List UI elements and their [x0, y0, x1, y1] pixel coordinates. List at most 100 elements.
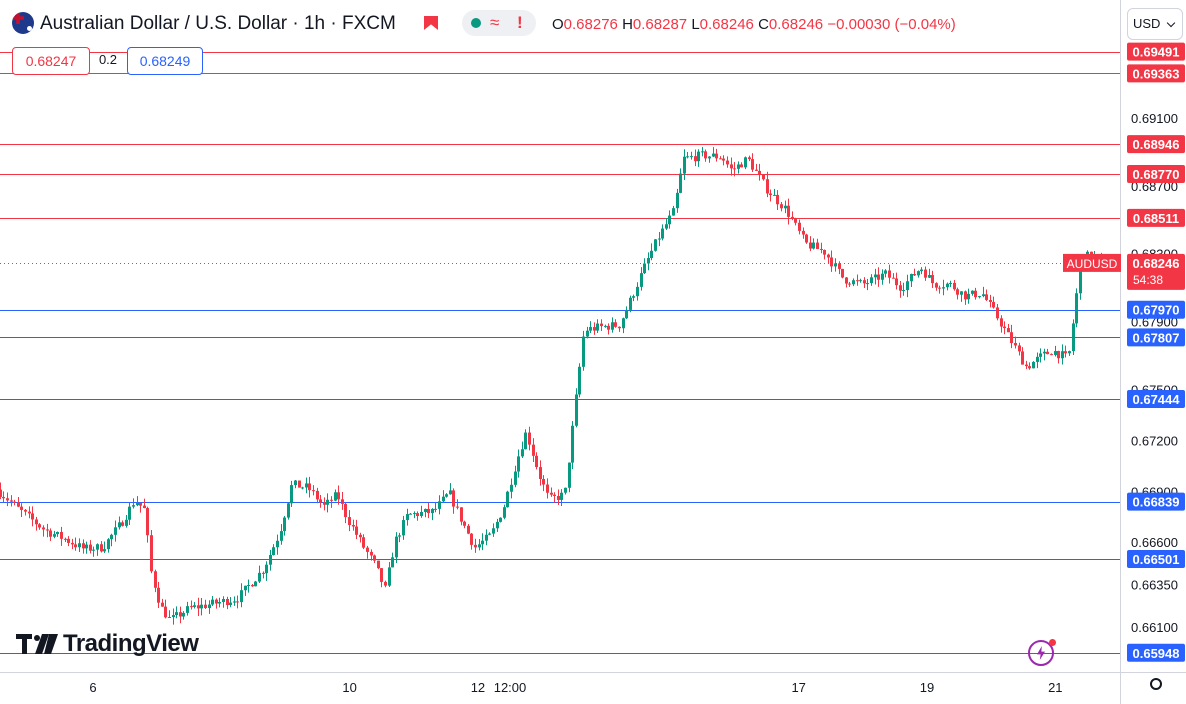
candle — [758, 163, 761, 181]
candle — [812, 238, 815, 250]
candle — [1025, 360, 1028, 370]
level-badge[interactable]: 0.68770 — [1127, 164, 1185, 183]
candle — [686, 151, 689, 159]
candle-body — [442, 496, 445, 502]
candle — [262, 571, 265, 579]
candle — [56, 531, 59, 537]
candle — [1000, 315, 1003, 333]
level-badge[interactable]: 0.67807 — [1127, 328, 1185, 347]
candle — [895, 272, 898, 290]
candle — [830, 250, 833, 272]
candle-body — [640, 273, 643, 287]
currency-select[interactable]: USD — [1127, 8, 1183, 40]
candle — [920, 267, 923, 275]
candle — [442, 490, 445, 503]
chart-header: Australian Dollar / U.S. Dollar · 1h · F… — [0, 0, 1120, 46]
ohlc-readout: O0.68276 H0.68287 L0.68246 C0.68246 −0.0… — [552, 16, 956, 33]
candle — [712, 147, 715, 158]
candle-body — [524, 432, 527, 450]
candle-body — [1007, 328, 1010, 333]
level-badge[interactable]: 0.67970 — [1127, 300, 1185, 319]
candle-body — [56, 531, 59, 535]
level-badge[interactable]: 0.67444 — [1127, 389, 1185, 408]
candle — [157, 581, 160, 609]
market-status-pill[interactable]: ≈ ! — [462, 10, 536, 36]
candle — [643, 258, 646, 275]
level-badge[interactable]: 0.65948 — [1127, 643, 1185, 662]
level-badge-bg — [1127, 643, 1185, 662]
level-badge-bg — [1127, 549, 1185, 568]
candle — [751, 153, 754, 173]
level-badge[interactable]: 0.68511 — [1127, 208, 1185, 227]
candle — [550, 487, 553, 497]
candle-body — [402, 520, 405, 536]
candle — [902, 282, 905, 296]
candle-body — [708, 156, 711, 159]
candle — [532, 438, 535, 463]
level-badge[interactable]: 0.69491 — [1127, 42, 1185, 61]
candle — [866, 278, 869, 291]
candle-body — [42, 527, 45, 530]
candle-body — [773, 194, 776, 196]
flash-icon[interactable] — [1028, 640, 1054, 666]
level-badge[interactable]: 0.66839 — [1127, 492, 1185, 511]
candle-body — [546, 484, 549, 493]
candle-body — [618, 326, 621, 329]
candle — [924, 266, 927, 281]
candle — [971, 290, 974, 296]
sell-price-button[interactable]: 0.68247 — [12, 47, 90, 75]
candle-body — [766, 179, 769, 194]
level-badge-label: 0.68770 — [1133, 167, 1180, 182]
candle-body — [100, 544, 103, 552]
candle — [240, 583, 243, 608]
high-value: 0.68287 — [632, 16, 688, 33]
candle — [1007, 323, 1010, 333]
settings-gear-icon[interactable] — [1150, 678, 1162, 690]
candle-body — [935, 283, 938, 288]
candle — [481, 533, 484, 551]
candle — [6, 492, 9, 507]
candle-body — [920, 269, 923, 272]
candle-body — [118, 522, 121, 528]
time-axis[interactable]: 6 10 12 12:00 17 19 21 — [89, 680, 1062, 695]
candle — [913, 268, 916, 277]
candle-body — [132, 505, 135, 507]
candle-body — [121, 522, 124, 526]
candle — [956, 287, 959, 300]
candle — [740, 162, 743, 168]
candle — [931, 270, 934, 289]
candle — [380, 567, 383, 588]
candle — [179, 606, 182, 624]
candle-body — [787, 205, 790, 217]
candle — [222, 596, 225, 608]
candle — [330, 496, 333, 508]
price-tick-label: 0.67200 — [1131, 433, 1178, 448]
candle — [953, 279, 956, 291]
candle-body — [355, 526, 358, 535]
candle-body — [881, 273, 884, 280]
candle-body — [294, 480, 297, 486]
candle-body — [712, 153, 715, 157]
candle — [647, 252, 650, 271]
candle-body — [143, 505, 146, 509]
candle-body — [164, 606, 167, 618]
symbol-title[interactable]: Australian Dollar / U.S. Dollar · 1h · F… — [40, 13, 396, 34]
buy-price-button[interactable]: 0.68249 — [127, 47, 203, 75]
level-badge[interactable]: 0.69363 — [1127, 64, 1185, 83]
alert-bell-icon[interactable] — [424, 16, 438, 30]
candle-body — [384, 581, 387, 586]
candle — [413, 511, 416, 519]
candle-body — [283, 517, 286, 532]
candle — [251, 584, 254, 587]
candle-body — [460, 507, 463, 522]
candle — [654, 239, 657, 252]
candle-body — [366, 547, 369, 552]
candle — [1046, 348, 1049, 355]
candle-body — [578, 366, 581, 395]
level-badge[interactable]: 0.66501 — [1127, 549, 1185, 568]
candle — [38, 523, 41, 530]
level-badge[interactable]: 0.68946 — [1127, 135, 1185, 154]
candle-body — [1010, 332, 1013, 344]
tradingview-logo[interactable]: TradingView — [16, 630, 221, 659]
